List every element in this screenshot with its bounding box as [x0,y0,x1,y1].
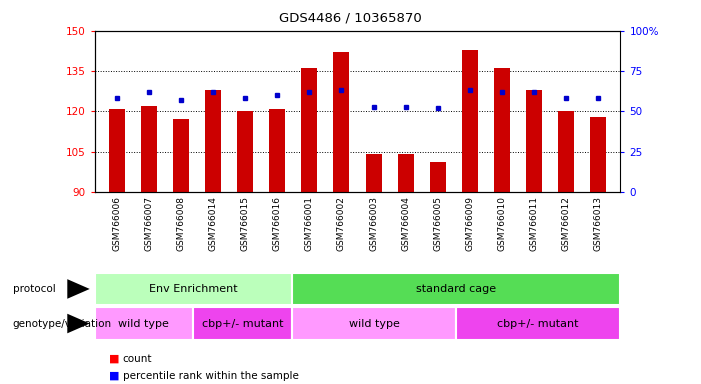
Text: GDS4486 / 10365870: GDS4486 / 10365870 [279,12,422,25]
Bar [292,273,620,305]
Text: genotype/variation: genotype/variation [13,318,111,329]
Bar [397,154,414,192]
Text: standard cage: standard cage [416,284,496,294]
Text: ■: ■ [109,371,119,381]
Bar [205,90,222,192]
Text: GSM766016: GSM766016 [273,196,282,251]
Polygon shape [67,314,90,333]
Bar [365,154,381,192]
Text: cbp+/- mutant: cbp+/- mutant [498,318,579,329]
Bar [95,273,292,305]
Bar [193,307,292,340]
Text: wild type: wild type [118,318,170,329]
Text: GSM766014: GSM766014 [209,196,218,251]
Polygon shape [67,279,90,299]
Bar [269,109,285,192]
Text: GSM766004: GSM766004 [401,196,410,251]
Bar [494,68,510,192]
Text: GSM766011: GSM766011 [529,196,538,251]
Text: wild type: wild type [348,318,400,329]
Text: GSM766001: GSM766001 [305,196,314,251]
Bar [141,106,157,192]
Text: GSM766008: GSM766008 [177,196,186,251]
Text: GSM766012: GSM766012 [562,196,571,251]
Text: percentile rank within the sample: percentile rank within the sample [123,371,299,381]
Text: cbp+/- mutant: cbp+/- mutant [202,318,283,329]
Bar [558,111,574,192]
Bar [526,90,542,192]
Text: GSM766005: GSM766005 [433,196,442,251]
Bar [590,117,606,192]
Bar [462,50,477,192]
Text: protocol: protocol [13,284,55,294]
Text: ■: ■ [109,354,119,364]
Text: GSM766009: GSM766009 [465,196,474,251]
Text: count: count [123,354,152,364]
Bar [173,119,189,192]
Bar [238,111,253,192]
Text: GSM766003: GSM766003 [369,196,378,251]
Bar [456,307,620,340]
Bar [292,307,456,340]
Text: GSM766010: GSM766010 [497,196,506,251]
Bar [334,52,350,192]
Bar [95,307,193,340]
Text: GSM766015: GSM766015 [241,196,250,251]
Text: Env Enrichment: Env Enrichment [149,284,238,294]
Bar [109,109,125,192]
Text: GSM766002: GSM766002 [337,196,346,251]
Text: GSM766013: GSM766013 [594,196,602,251]
Text: GSM766007: GSM766007 [144,196,154,251]
Bar [301,68,318,192]
Bar [430,162,446,192]
Text: GSM766006: GSM766006 [113,196,121,251]
